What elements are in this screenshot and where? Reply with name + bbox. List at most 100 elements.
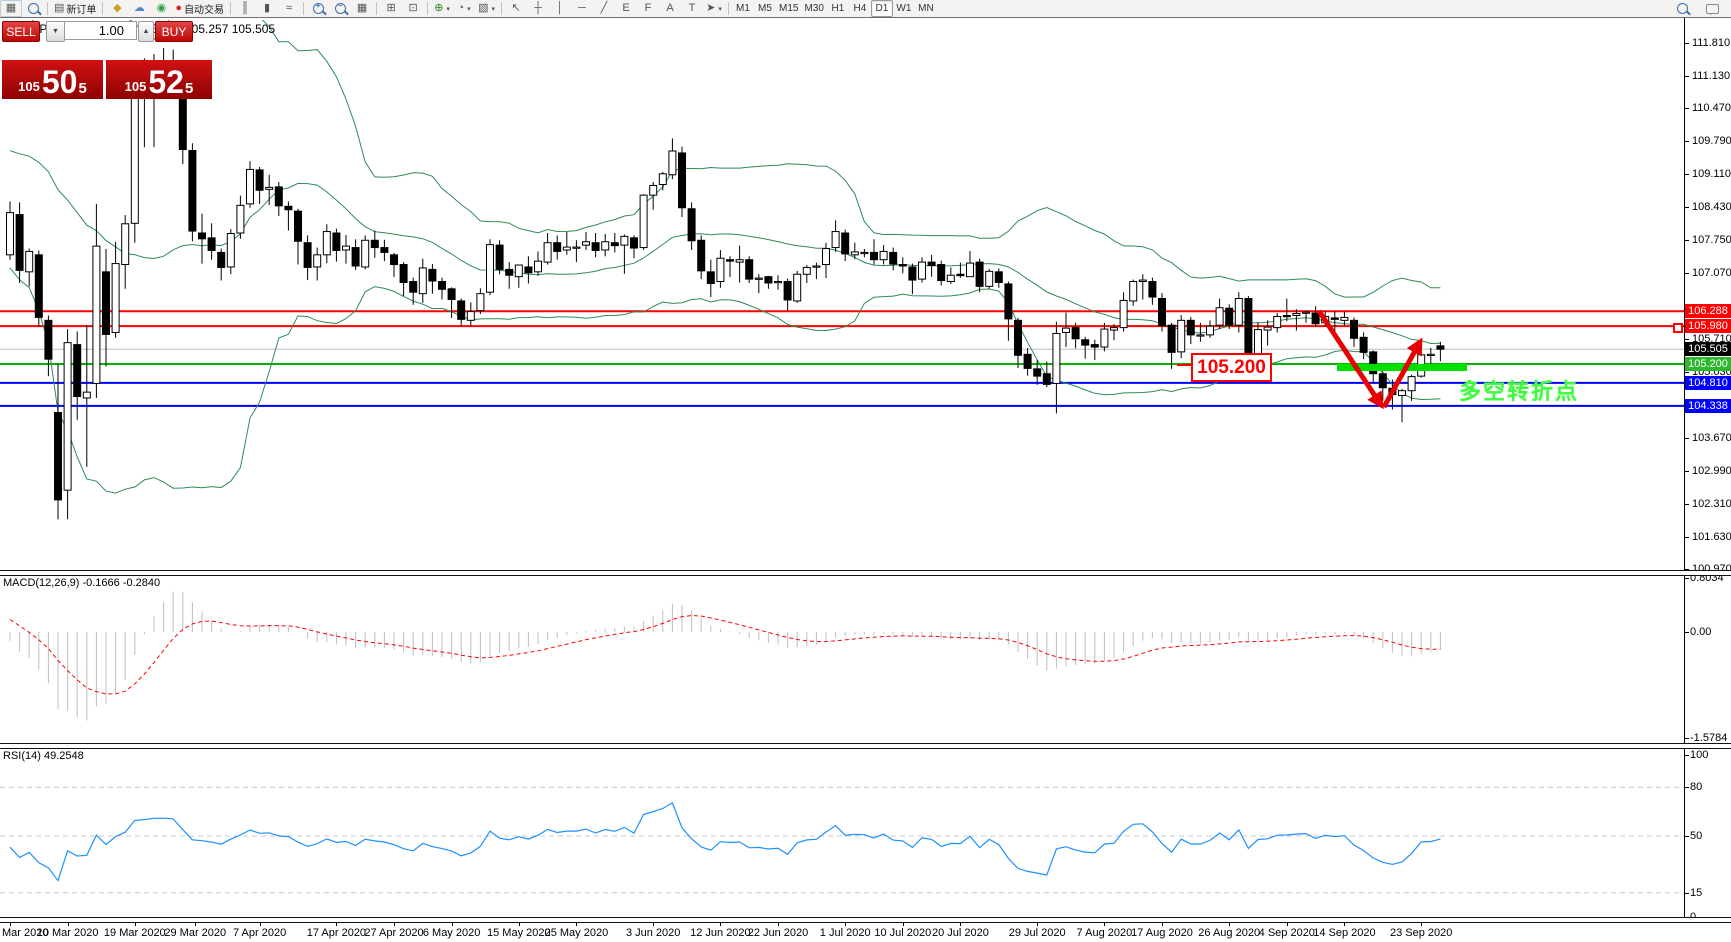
timeframe-m15[interactable]: M15 xyxy=(778,3,799,14)
time-tick xyxy=(1037,922,1039,926)
price-tick xyxy=(1684,207,1689,209)
community-button[interactable]: ☁ xyxy=(128,0,150,17)
bollinger-upper xyxy=(9,20,1441,298)
horizontal-lines xyxy=(0,310,1684,407)
sell-price-handle: 105 xyxy=(18,79,40,94)
timeframe-w1[interactable]: W1 xyxy=(896,3,912,14)
price-tick-label: 101.630 xyxy=(1692,531,1731,544)
timeframe-h4[interactable]: H4 xyxy=(853,3,867,14)
time-axis-splitter xyxy=(0,917,1731,923)
timeframe-d1[interactable]: D1 xyxy=(870,0,893,17)
time-label: 20 Jul 2020 xyxy=(931,927,989,939)
new-order-button-label: 新订单 xyxy=(66,5,97,16)
new-chart-button[interactable]: ▦ xyxy=(0,0,22,17)
autotrading-button-label: 自动交易 xyxy=(184,5,225,16)
price-tick xyxy=(1684,339,1689,341)
channel-tool[interactable]: E xyxy=(615,0,637,17)
rsi-panel[interactable] xyxy=(0,748,1684,917)
shift-right-button[interactable]: ⊡ xyxy=(402,0,424,17)
chat-button[interactable] xyxy=(1701,0,1723,17)
volume-input[interactable] xyxy=(64,21,137,40)
price-tick xyxy=(1684,569,1689,571)
search-button[interactable] xyxy=(1671,0,1693,17)
timeframe-m30[interactable]: M30 xyxy=(804,3,824,14)
text-tool-icon: A xyxy=(666,2,674,14)
buy-button[interactable]: BUY xyxy=(155,21,193,42)
template-menu-button-icon: ▧ xyxy=(478,2,489,14)
vline-tool-icon: │ xyxy=(556,2,564,14)
text-tool[interactable]: A xyxy=(659,0,681,17)
sell-button[interactable]: SELL xyxy=(2,21,40,42)
autotrading-button[interactable]: ● 自动交易 xyxy=(172,0,227,17)
price-tag-104.338: 104.338 xyxy=(1685,398,1731,413)
sell-price-panel[interactable]: 105 50 5 xyxy=(2,60,103,99)
time-tick xyxy=(336,922,338,926)
zoom-out-button[interactable]: − xyxy=(329,0,351,17)
time-tick xyxy=(518,922,520,926)
rsi-tick xyxy=(1684,787,1689,789)
candle-chart-mode-button[interactable]: ▮ xyxy=(256,0,278,17)
timeframe-mn[interactable]: MN xyxy=(918,3,934,14)
channel-tool-icon: E xyxy=(622,2,630,14)
shift-left-button-icon: ⊞ xyxy=(386,2,396,14)
price-tick xyxy=(1684,240,1689,242)
new-chart-button-icon: ▦ xyxy=(5,2,17,14)
timeframe-h1[interactable]: H1 xyxy=(831,3,845,14)
time-tick xyxy=(845,922,847,926)
timeframe-m1[interactable]: M1 xyxy=(736,3,750,14)
volume-up-button[interactable]: ▲ xyxy=(138,21,154,42)
line-chart-mode-button[interactable]: ≈ xyxy=(278,0,300,17)
macd-tick-label: -1.5784 xyxy=(1690,732,1728,744)
price-tick-label: 109.110 xyxy=(1692,168,1731,181)
candle-chart-mode-button-icon: ▮ xyxy=(264,2,271,14)
price-tag-105.200: 105.200 xyxy=(1685,357,1731,371)
price-axis-line xyxy=(1684,17,1685,922)
add-indicator-button[interactable]: ⊕ ▾ xyxy=(431,0,453,17)
macd-splitter[interactable] xyxy=(0,570,1731,576)
cursor-tool[interactable]: ↖ xyxy=(505,0,527,17)
time-label: 15 May 2020 xyxy=(486,927,551,939)
rsi-tick-label: 100 xyxy=(1690,749,1709,761)
timeframe-m5[interactable]: M5 xyxy=(758,3,772,14)
main-chart[interactable] xyxy=(0,20,1684,570)
caret-icon: ▾ xyxy=(491,5,495,13)
macd-panel[interactable] xyxy=(0,575,1684,743)
fibonacci-tool[interactable]: F xyxy=(637,0,659,17)
time-tick xyxy=(653,922,655,926)
rsi-splitter[interactable] xyxy=(0,743,1731,749)
turning-point-text[interactable]: 多空转折点 xyxy=(1459,379,1580,404)
crosshair-tool[interactable]: ┼ xyxy=(527,0,549,17)
time-label: 12 Jun 2020 xyxy=(690,927,751,939)
signals-button[interactable]: ◉ xyxy=(150,0,172,17)
hline-tool[interactable]: ─ xyxy=(571,0,593,17)
shift-left-button[interactable]: ⊞ xyxy=(380,0,402,17)
label-tool[interactable]: T xyxy=(681,0,703,17)
toolbar-separator xyxy=(102,2,104,15)
period-menu-button[interactable]: ◔ ▾ xyxy=(453,0,475,17)
zoom-in-button[interactable]: + xyxy=(307,0,329,17)
trendline-tool[interactable]: ╱ xyxy=(593,0,615,17)
cursor-tool-icon: ↖ xyxy=(511,2,521,14)
time-label: 14 Sep 2020 xyxy=(1313,927,1376,939)
chart-preview-button[interactable] xyxy=(22,0,44,17)
vline-tool[interactable]: │ xyxy=(549,0,571,17)
tile-windows-button[interactable]: ▦ xyxy=(351,0,373,17)
volume-down-button[interactable]: ▼ xyxy=(46,21,65,42)
buy-price-panel[interactable]: 105 52 5 xyxy=(106,60,212,99)
bar-chart-mode-button[interactable]: ║ xyxy=(234,0,256,17)
price-tick xyxy=(1684,43,1689,45)
market-watch-button-icon: ◆ xyxy=(113,2,122,14)
chat-icon xyxy=(1705,3,1719,15)
hline-handle-marker[interactable] xyxy=(1673,323,1683,333)
new-order-button[interactable]: ▤ 新订单 xyxy=(51,0,99,17)
arrows-tool[interactable]: ➤ ▾ xyxy=(703,0,725,17)
search-button-icon xyxy=(1676,3,1688,14)
price-tag-106.288: 106.288 xyxy=(1685,304,1731,319)
template-menu-button[interactable]: ▧ ▾ xyxy=(475,0,498,17)
toolbar-separator xyxy=(500,2,502,15)
price-tick xyxy=(1684,76,1689,78)
time-label: 27 Apr 2020 xyxy=(364,927,424,939)
price-callout-box[interactable]: 105.200 xyxy=(1191,353,1272,382)
market-watch-button[interactable]: ◆ xyxy=(106,0,128,17)
